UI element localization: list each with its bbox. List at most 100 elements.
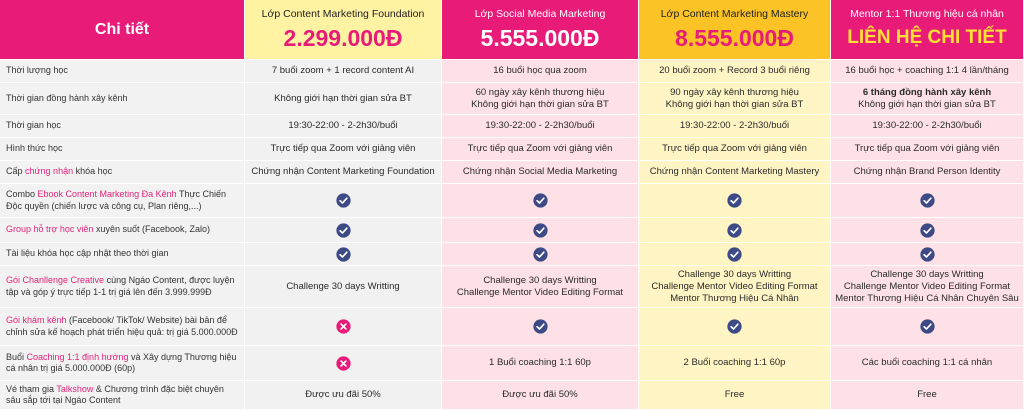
cell-text: Challenge 30 days Writting <box>483 274 597 286</box>
check-circle-icon <box>335 246 351 262</box>
cell-text: 90 ngày xây kênh thương hiệu <box>670 86 799 98</box>
cell-text: Challenge 30 days Writting <box>677 268 792 280</box>
table-cell: Chứng nhận Brand Person Identity <box>831 161 1024 184</box>
table-cell <box>831 243 1024 266</box>
cell-text: Trực tiếp qua Zoom với giảng viên <box>662 143 807 154</box>
check-circle-icon <box>335 222 351 238</box>
plan-name: Lớp Content Marketing Foundation <box>261 7 425 20</box>
table-cell <box>245 184 442 218</box>
table-cell: 90 ngày xây kênh thương hiệu Không giới h… <box>639 83 831 115</box>
cell-text: Được ưu đãi 50% <box>305 389 381 400</box>
plan-price: 8.555.000Đ <box>675 24 794 51</box>
cell-text: 20 buổi zoom + Record 3 buổi riêng <box>659 65 810 76</box>
table-cell: Free <box>639 381 831 410</box>
cell-text: Các buổi coaching 1:1 cá nhân <box>861 357 993 368</box>
cell-text: Mentor Thương Hiệu Cá Nhân Chuyên Sâu <box>835 292 1019 304</box>
row-label: Thời gian học <box>0 115 245 138</box>
cross-circle-icon <box>335 355 351 371</box>
cell-text: Được ưu đãi 50% <box>502 389 578 400</box>
table-cell <box>245 243 442 266</box>
cell-text: 19:30-22:00 - 2-2h30/buổi <box>872 120 982 131</box>
table-cell: 19:30-22:00 - 2-2h30/buổi <box>442 115 639 138</box>
row-label: Hình thức học <box>0 138 245 161</box>
table-cell: Trực tiếp qua Zoom với giảng viên <box>442 138 639 161</box>
check-circle-icon <box>727 222 742 238</box>
cell-text: 19:30-22:00 - 2-2h30/buổi <box>485 120 595 131</box>
check-circle-icon <box>532 222 548 238</box>
table-cell: 7 buổi zoom + 1 record content AI <box>245 60 442 83</box>
plan-name: Lớp Content Marketing Mastery <box>660 7 809 20</box>
table-title: Chi tiết <box>0 0 245 60</box>
table-cell <box>831 308 1024 346</box>
cell-text: Không giới hạn thời gian sửa BT <box>858 98 996 110</box>
check-circle-icon <box>727 246 742 262</box>
table-cell: 1 Buổi coaching 1:1 60p <box>442 346 639 381</box>
cell-text: 60 ngày xây kênh thương hiệu <box>475 86 605 98</box>
plan-price: 5.555.000Đ <box>480 24 600 51</box>
check-circle-icon <box>532 319 548 334</box>
cell-text: Không giới hạn thời gian sửa BT <box>471 98 609 110</box>
plan-price: LIÊN HỆ CHI TIẾT <box>847 26 1007 48</box>
plan-name: Mentor 1:1 Thương hiệu cá nhân <box>850 7 1004 20</box>
table-cell: Challenge 30 days Writting Challenge Ment… <box>442 266 639 308</box>
table-cell <box>639 308 831 346</box>
cell-text: Challenge Mentor Video Editing Format <box>456 286 624 298</box>
cell-text: Trực tiếp qua Zoom với giảng viên <box>270 143 416 154</box>
table-cell: Trực tiếp qua Zoom với giảng viên <box>639 138 831 161</box>
check-circle-icon <box>919 246 935 262</box>
cell-text: Trực tiếp qua Zoom với giảng viên <box>854 143 1000 154</box>
table-cell <box>442 308 639 346</box>
cell-text: 16 buổi học qua zoom <box>493 65 587 76</box>
table-cell: 19:30-22:00 - 2-2h30/buổi <box>831 115 1024 138</box>
row-label: Gói khám kênh (Facebook/ TikTok/ Website… <box>0 308 245 346</box>
check-circle-icon <box>919 222 935 238</box>
row-label: Buổi Coaching 1:1 định hướng và Xây dựng… <box>0 346 245 381</box>
cell-text: 16 buổi học + coaching 1:1 4 lần/tháng <box>845 65 1009 76</box>
row-label: Tài liệu khóa học cập nhật theo thời gia… <box>0 243 245 266</box>
check-circle-icon <box>335 193 351 208</box>
row-label: Thời lượng học <box>0 60 245 83</box>
row-label: Combo Ebook Content Marketing Đa Kênh Th… <box>0 184 245 218</box>
table-cell <box>245 218 442 243</box>
cell-text: Chứng nhận Brand Person Identity <box>853 166 1001 177</box>
table-cell: Không giới hạn thời gian sửa BT <box>245 83 442 115</box>
row-label: Gói Chanllenge Creative cùng Ngáo Conten… <box>0 266 245 308</box>
table-cell: Chứng nhận Content Marketing Mastery <box>639 161 831 184</box>
cell-text: Free <box>724 389 745 400</box>
cell-text: Challenge Mentor Video Editing Format <box>651 280 818 292</box>
cell-text: 19:30-22:00 - 2-2h30/buổi <box>288 120 398 131</box>
plan-header-mastery: Lớp Content Marketing Mastery 8.555.000Đ <box>639 0 831 60</box>
table-cell: Challenge 30 days Writting Challenge Ment… <box>831 266 1024 308</box>
plan-price: 2.299.000Đ <box>283 24 403 51</box>
table-cell: 16 buổi học qua zoom <box>442 60 639 83</box>
cell-text: Free <box>917 389 937 400</box>
table-cell: Trực tiếp qua Zoom với giảng viên <box>245 138 442 161</box>
table-cell <box>639 243 831 266</box>
cell-text: Trực tiếp qua Zoom với giảng viên <box>467 143 613 154</box>
row-label: Cấp chứng nhận khóa học <box>0 161 245 184</box>
cell-text: Challenge 30 days Writting <box>870 268 984 280</box>
check-circle-icon <box>532 193 548 208</box>
cell-text: 7 buổi zoom + 1 record content AI <box>271 65 415 76</box>
table-cell <box>639 218 831 243</box>
table-cell: 6 tháng đồng hành xây kênh Không giới hạn… <box>831 83 1024 115</box>
table-cell: Trực tiếp qua Zoom với giảng viên <box>831 138 1024 161</box>
check-circle-icon <box>727 319 742 334</box>
cell-text: Chứng nhận Social Media Marketing <box>462 166 618 177</box>
table-cell: 19:30-22:00 - 2-2h30/buổi <box>245 115 442 138</box>
table-cell: Được ưu đãi 50% <box>245 381 442 410</box>
table-cell <box>831 184 1024 218</box>
row-label: Vé tham gia Talkshow & Chương trình đặc … <box>0 381 245 410</box>
cell-text: Không giới hạn thời gian sửa BT <box>274 92 412 104</box>
table-cell: Free <box>831 381 1024 410</box>
table-cell: Chứng nhận Social Media Marketing <box>442 161 639 184</box>
table-cell <box>245 308 442 346</box>
cell-text: 19:30-22:00 - 2-2h30/buổi <box>679 120 790 131</box>
plan-header-foundation: Lớp Content Marketing Foundation 2.299.0… <box>245 0 442 60</box>
cell-text: 2 Buổi coaching 1:1 60p <box>683 357 786 368</box>
table-cell <box>639 184 831 218</box>
table-cell: 20 buổi zoom + Record 3 buổi riêng <box>639 60 831 83</box>
plan-header-mentor: Mentor 1:1 Thương hiệu cá nhân LIÊN HỆ C… <box>831 0 1024 60</box>
cell-text: Chứng nhận Content Marketing Mastery <box>649 166 820 177</box>
